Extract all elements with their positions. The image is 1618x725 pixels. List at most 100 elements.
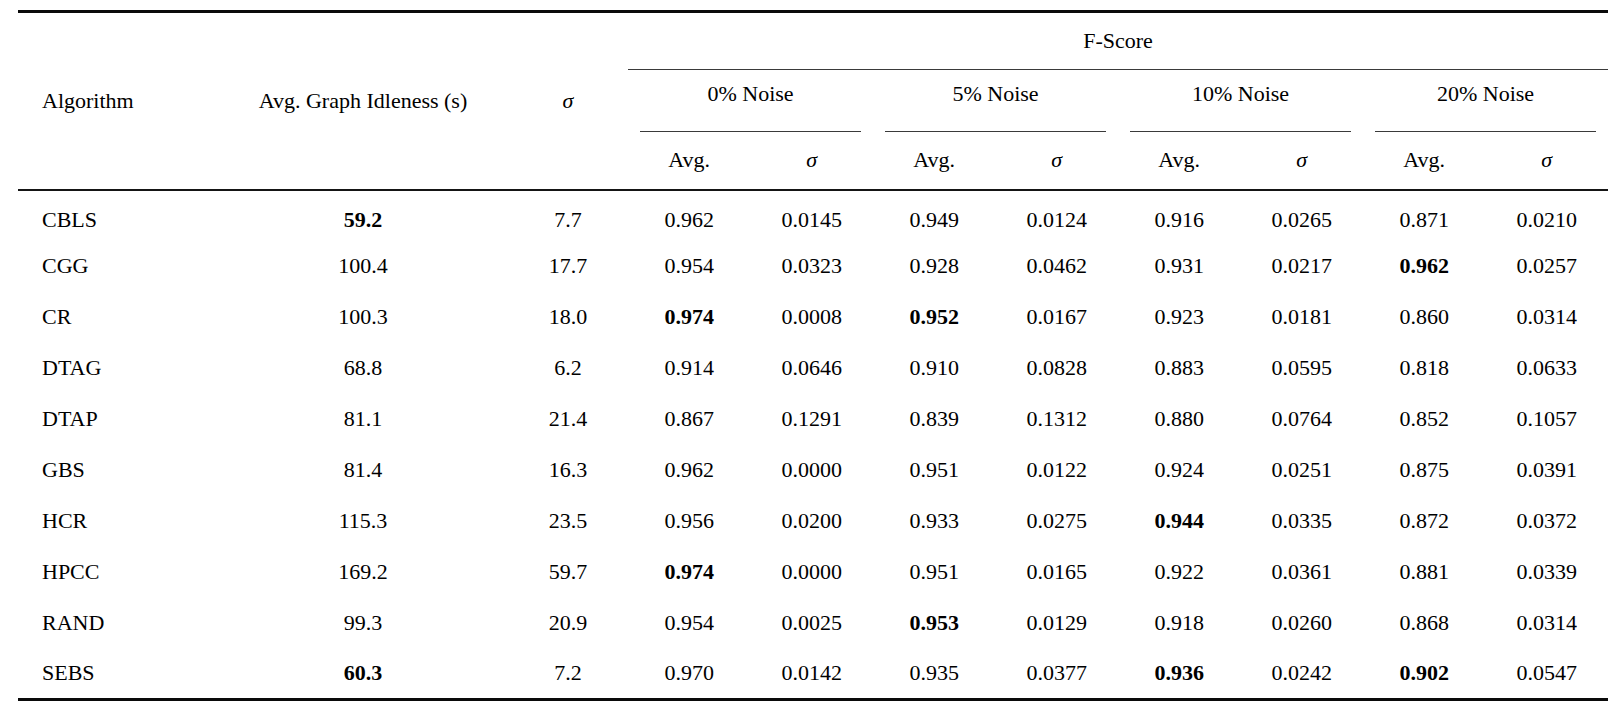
value-cell: 0.0595 [1241, 343, 1364, 394]
table-row: HPCC169.259.70.9740.00000.9510.01650.922… [18, 547, 1608, 598]
subheader-avg: Avg. [1118, 132, 1241, 190]
value-cell: 0.949 [873, 190, 996, 241]
value-cell: 0.951 [873, 547, 996, 598]
value-cell: 0.0129 [996, 598, 1119, 649]
algorithm-cell: SEBS [18, 649, 218, 700]
value-cell: 0.872 [1363, 496, 1486, 547]
noise-group-label: 5% Noise [885, 83, 1106, 132]
algorithm-cell: RAND [18, 598, 218, 649]
value-cell: 0.0181 [1241, 292, 1364, 343]
value-cell: 0.1291 [751, 394, 874, 445]
algorithm-cell: GBS [18, 445, 218, 496]
value-cell: 0.0764 [1241, 394, 1364, 445]
algorithm-cell: CR [18, 292, 218, 343]
value-cell: 0.0145 [751, 190, 874, 241]
value-cell: 0.0372 [1486, 496, 1609, 547]
value-cell: 0.0122 [996, 445, 1119, 496]
value-cell: 0.914 [628, 343, 751, 394]
value-cell: 0.0633 [1486, 343, 1609, 394]
subheader-avg: Avg. [873, 132, 996, 190]
value-cell: 59.7 [508, 547, 628, 598]
value-cell: 0.0008 [751, 292, 874, 343]
value-cell: 6.2 [508, 343, 628, 394]
value-cell: 0.0314 [1486, 292, 1609, 343]
value-cell: 0.974 [628, 547, 751, 598]
noise-group-label: 20% Noise [1375, 83, 1596, 132]
value-cell: 0.0217 [1241, 241, 1364, 292]
value-cell: 21.4 [508, 394, 628, 445]
value-cell: 0.962 [628, 190, 751, 241]
value-cell: 18.0 [508, 292, 628, 343]
algorithm-cell: HPCC [18, 547, 218, 598]
value-cell: 17.7 [508, 241, 628, 292]
value-cell: 0.0335 [1241, 496, 1364, 547]
value-cell: 0.0165 [996, 547, 1119, 598]
value-cell: 0.883 [1118, 343, 1241, 394]
value-cell: 0.0828 [996, 343, 1119, 394]
value-cell: 99.3 [218, 598, 508, 649]
column-header-fscore: F-Score [628, 12, 1608, 70]
value-cell: 0.880 [1118, 394, 1241, 445]
value-cell: 115.3 [218, 496, 508, 547]
value-cell: 81.1 [218, 394, 508, 445]
value-cell: 68.8 [218, 343, 508, 394]
table-row: CR100.318.00.9740.00080.9520.01670.9230.… [18, 292, 1608, 343]
value-cell: 0.0361 [1241, 547, 1364, 598]
value-cell: 0.0167 [996, 292, 1119, 343]
table-row: CBLS59.27.70.9620.01450.9490.01240.9160.… [18, 190, 1608, 241]
table-row: CGG100.417.70.9540.03230.9280.04620.9310… [18, 241, 1608, 292]
value-cell: 0.0025 [751, 598, 874, 649]
subheader-avg: Avg. [628, 132, 751, 190]
value-cell: 0.918 [1118, 598, 1241, 649]
value-cell: 0.867 [628, 394, 751, 445]
value-cell: 0.0251 [1241, 445, 1364, 496]
value-cell: 0.875 [1363, 445, 1486, 496]
table-row: HCR115.323.50.9560.02000.9330.02750.9440… [18, 496, 1608, 547]
noise-group-header-0: 0% Noise [628, 70, 873, 132]
value-cell: 0.952 [873, 292, 996, 343]
value-cell: 7.7 [508, 190, 628, 241]
value-cell: 0.924 [1118, 445, 1241, 496]
value-cell: 0.0547 [1486, 649, 1609, 700]
noise-group-header-20: 20% Noise [1363, 70, 1608, 132]
value-cell: 0.868 [1363, 598, 1486, 649]
value-cell: 0.0275 [996, 496, 1119, 547]
value-cell: 0.923 [1118, 292, 1241, 343]
value-cell: 16.3 [508, 445, 628, 496]
value-cell: 0.916 [1118, 190, 1241, 241]
value-cell: 0.881 [1363, 547, 1486, 598]
value-cell: 0.1312 [996, 394, 1119, 445]
subheader-sigma: σ [1486, 132, 1609, 190]
table-row: GBS81.416.30.9620.00000.9510.01220.9240.… [18, 445, 1608, 496]
algorithm-cell: HCR [18, 496, 218, 547]
value-cell: 0.0314 [1486, 598, 1609, 649]
noise-group-label: 0% Noise [640, 83, 861, 132]
value-cell: 0.935 [873, 649, 996, 700]
noise-group-label: 10% Noise [1130, 83, 1351, 132]
subheader-sigma: σ [996, 132, 1119, 190]
header-row-spanner: Algorithm Avg. Graph Idleness (s) σ F-Sc… [18, 12, 1608, 70]
value-cell: 0.936 [1118, 649, 1241, 700]
value-cell: 0.954 [628, 241, 751, 292]
value-cell: 169.2 [218, 547, 508, 598]
value-cell: 7.2 [508, 649, 628, 700]
value-cell: 0.0000 [751, 445, 874, 496]
value-cell: 0.871 [1363, 190, 1486, 241]
column-header-sigma: σ [508, 12, 628, 190]
value-cell: 0.0391 [1486, 445, 1609, 496]
value-cell: 0.0339 [1486, 547, 1609, 598]
value-cell: 0.0265 [1241, 190, 1364, 241]
value-cell: 0.860 [1363, 292, 1486, 343]
value-cell: 0.0260 [1241, 598, 1364, 649]
value-cell: 0.962 [628, 445, 751, 496]
value-cell: 100.3 [218, 292, 508, 343]
value-cell: 0.0377 [996, 649, 1119, 700]
value-cell: 0.852 [1363, 394, 1486, 445]
subheader-sigma: σ [751, 132, 874, 190]
value-cell: 0.0000 [751, 547, 874, 598]
value-cell: 0.0142 [751, 649, 874, 700]
noise-group-header-5: 5% Noise [873, 70, 1118, 132]
value-cell: 0.956 [628, 496, 751, 547]
table-row: DTAG68.86.20.9140.06460.9100.08280.8830.… [18, 343, 1608, 394]
value-cell: 0.922 [1118, 547, 1241, 598]
